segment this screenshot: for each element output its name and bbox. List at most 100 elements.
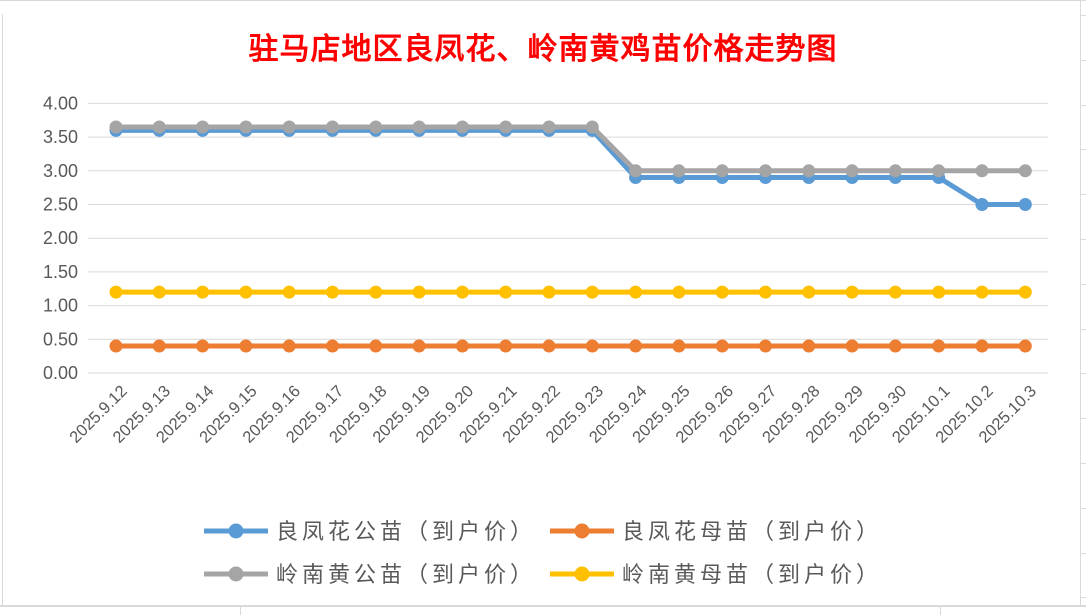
series-2[interactable] [109,120,1032,178]
data-point[interactable] [542,339,556,353]
data-point[interactable] [802,339,816,353]
data-point[interactable] [585,120,599,134]
data-point[interactable] [802,285,816,299]
data-point[interactable] [975,164,989,178]
data-point[interactable] [759,164,772,178]
data-point[interactable] [802,164,816,178]
data-point[interactable] [239,285,253,299]
data-point[interactable] [326,120,339,134]
data-point[interactable] [152,120,166,134]
data-point[interactable] [455,339,469,353]
chart-title: 驻马店地区良凤花、岭南黄鸡苗价格走势图 [248,33,838,66]
series-1[interactable] [109,339,1032,353]
data-point[interactable] [1018,285,1032,299]
data-point[interactable] [326,285,339,299]
data-point[interactable] [585,285,599,299]
sheet-row-tick [1081,597,1086,598]
data-point[interactable] [975,339,989,353]
sheet-gridline-bottom [0,605,1086,607]
data-point[interactable] [196,285,210,299]
data-point[interactable] [715,164,729,178]
data-point[interactable] [715,285,729,299]
y-axis-tick-label: 3.00 [43,161,78,181]
data-point[interactable] [196,120,210,134]
data-point[interactable] [326,339,339,353]
sheet-row-tick [1081,463,1086,464]
legend-label: 岭南黄母苗（到户价） [622,562,882,587]
data-point[interactable] [932,339,946,353]
legend-item-3[interactable]: 岭南黄母苗（到户价） [550,562,882,587]
legend-marker-dot [574,566,590,582]
data-point[interactable] [1018,198,1032,211]
data-point[interactable] [152,285,166,299]
data-point[interactable] [975,285,989,299]
legend-marker-dot [574,523,590,539]
data-point[interactable] [239,339,253,353]
data-point[interactable] [282,285,296,299]
data-point[interactable] [888,285,902,299]
data-point[interactable] [845,339,859,353]
y-axis-tick-label: 0.00 [43,363,78,383]
y-axis-tick-label: 0.50 [43,329,78,349]
series-line[interactable] [116,127,1026,207]
data-point[interactable] [672,164,686,178]
legend-item-0[interactable]: 良凤花公苗（到户价） [204,519,536,544]
data-point[interactable] [109,285,123,299]
data-point[interactable] [672,285,686,299]
data-point[interactable] [412,120,426,134]
data-point[interactable] [499,120,513,134]
data-point[interactable] [975,198,989,211]
legend[interactable]: 良凤花公苗（到户价） 良凤花母苗（到户价） 岭南黄公苗（到户价） 岭南黄母苗（到户价） [204,519,882,587]
data-point[interactable] [369,285,383,299]
data-point[interactable] [759,285,772,299]
data-point[interactable] [412,285,426,299]
data-point[interactable] [932,164,946,178]
data-point[interactable] [629,339,643,353]
data-point[interactable] [845,164,859,178]
data-point[interactable] [196,339,210,353]
legend-item-2[interactable]: 岭南黄公苗（到户价） [204,562,536,587]
data-point[interactable] [455,285,469,299]
data-point[interactable] [282,120,296,134]
data-point[interactable] [369,339,383,353]
series-3[interactable] [109,285,1032,299]
sheet-row-tick [1081,329,1086,330]
data-point[interactable] [845,285,859,299]
data-point[interactable] [759,339,772,353]
legend-label: 良凤花公苗（到户价） [276,519,536,544]
sheet-gridline-left [2,14,3,606]
data-point[interactable] [932,285,946,299]
data-point[interactable] [282,339,296,353]
series-line[interactable] [116,124,1026,174]
data-point[interactable] [888,339,902,353]
data-point[interactable] [542,120,556,134]
data-point[interactable] [672,339,686,353]
series-lines[interactable] [109,120,1032,353]
sheet-row-tick [1081,194,1086,195]
data-point[interactable] [109,120,123,134]
data-point[interactable] [109,339,123,353]
data-point[interactable] [542,285,556,299]
data-point[interactable] [1018,339,1032,353]
legend-item-1[interactable]: 良凤花母苗（到户价） [550,519,882,544]
data-point[interactable] [1018,164,1032,178]
data-point[interactable] [629,285,643,299]
sheet-row-tick [1081,239,1086,240]
data-point[interactable] [715,339,729,353]
y-axis-tick-label: 2.00 [43,228,78,248]
data-point[interactable] [629,164,643,178]
data-point[interactable] [455,120,469,134]
sheet-row-tick [1081,373,1086,374]
data-point[interactable] [412,339,426,353]
data-point[interactable] [499,339,513,353]
data-point[interactable] [585,339,599,353]
data-point[interactable] [152,339,166,353]
data-point[interactable] [239,120,253,134]
sheet-row-tick [1081,15,1086,16]
data-point[interactable] [888,164,902,178]
data-point[interactable] [499,285,513,299]
data-point[interactable] [369,120,383,134]
sheet-row-tick [1081,149,1086,150]
